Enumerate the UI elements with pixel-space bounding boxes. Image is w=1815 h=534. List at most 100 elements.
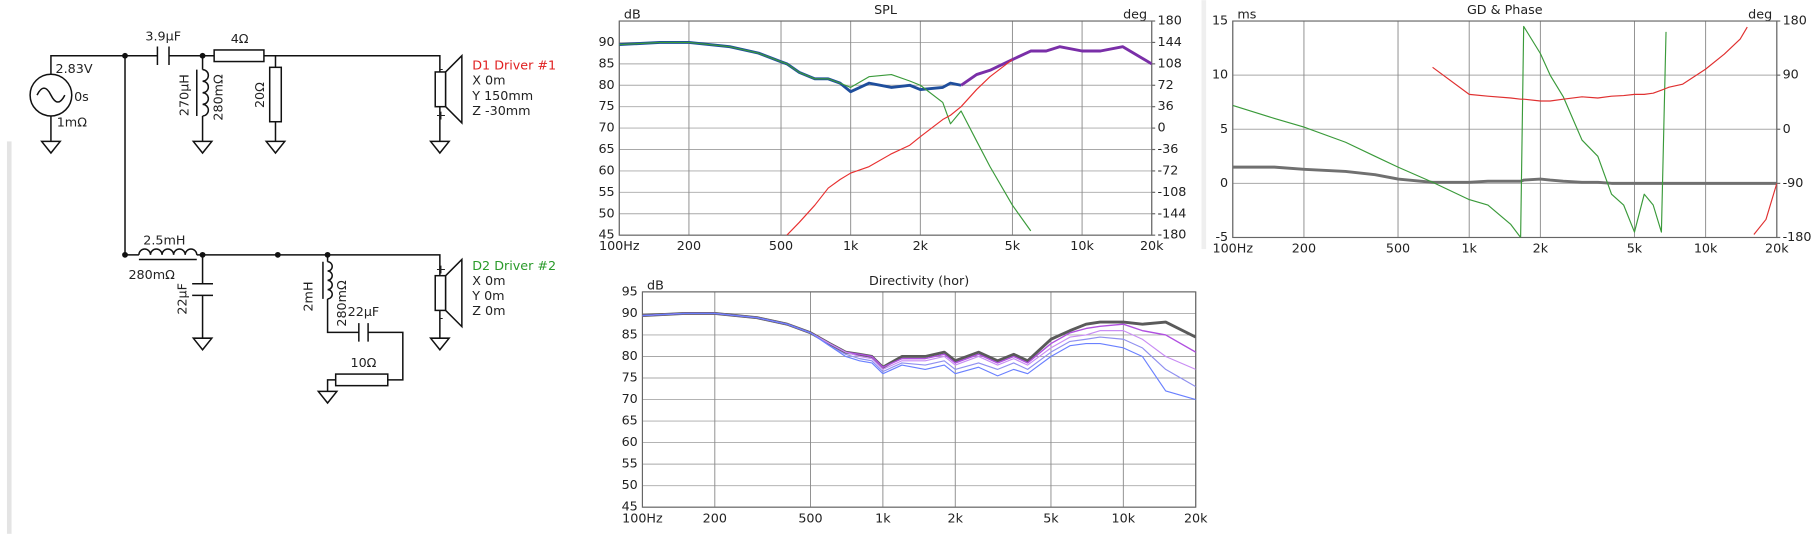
source-delay: 0s <box>74 90 89 105</box>
y-tick-label: 85 <box>598 56 614 71</box>
x-tick-label: 2k <box>1533 242 1549 257</box>
speaker-cone <box>444 53 463 125</box>
driver-z: Z 0m <box>472 304 505 319</box>
capacitor <box>358 323 369 342</box>
y2-tick-label: -90 <box>1783 176 1804 191</box>
y-tick-label: 80 <box>598 78 614 93</box>
y2-tick-label: 72 <box>1158 78 1174 93</box>
chart-title: Directivity (hor) <box>869 274 969 289</box>
x-tick-label: 20k <box>1765 242 1789 257</box>
x-tick-label: 2k <box>948 511 964 526</box>
y-tick-label: 5 <box>1220 122 1228 137</box>
chart-title: GD & Phase <box>1467 3 1543 18</box>
polarity: + <box>436 262 447 277</box>
y2-tick-label: -36 <box>1158 142 1179 157</box>
y2-tick-label: -180 <box>1783 230 1812 245</box>
y2-tick-label: 180 <box>1158 14 1182 29</box>
x-tick-label: 1k <box>843 239 859 254</box>
y2-tick-label: -144 <box>1158 206 1187 221</box>
x-tick-label: 10k <box>1070 239 1094 254</box>
polarity: + <box>436 108 447 123</box>
x-tick-label: 500 <box>798 511 822 526</box>
plot-frame <box>1232 20 1778 239</box>
series-line <box>619 41 1032 232</box>
schematic: 2.83V 0s 1mΩ 3.9µF 4Ω 270µH 280mΩ 20Ω 2.… <box>29 30 556 405</box>
x-tick-label: 100Hz <box>599 239 640 254</box>
driver-z: Z -30mm <box>472 104 530 119</box>
l3-resistance: 280mΩ <box>335 280 350 327</box>
driver-name: D2 Driver #2 <box>472 259 556 274</box>
capacitor <box>156 46 170 66</box>
l2-resistance: 280mΩ <box>128 268 175 283</box>
y2-axis-label: deg <box>1748 8 1772 23</box>
series-line <box>786 59 1013 236</box>
series-line <box>960 45 1152 87</box>
driver-x: X 0m <box>472 74 505 89</box>
y2-tick-label: -180 <box>1158 228 1187 243</box>
x-tick-label: 100Hz <box>622 511 663 526</box>
speaker <box>434 71 447 108</box>
chart: GD & Phase ms deg -5 0 5 10 15 -180 -90 0 90 180 100H… <box>1212 3 1812 256</box>
y-tick-label: 85 <box>622 327 638 342</box>
y-tick-label: 0 <box>1220 176 1228 191</box>
driver-x: X 0m <box>472 274 505 289</box>
inductor <box>322 261 333 300</box>
chart-title: SPL <box>874 3 898 18</box>
driver-y: Y 0m <box>471 289 504 304</box>
y-tick-label: 45 <box>622 500 638 515</box>
y-tick-label: 65 <box>598 142 614 157</box>
x-tick-label: 5k <box>1043 511 1059 526</box>
y-tick-label: 55 <box>598 185 614 200</box>
y-axis-label: ms <box>1237 8 1256 23</box>
y2-tick-label: -108 <box>1158 185 1187 200</box>
y-axis-label: dB <box>624 8 641 23</box>
x-tick-label: 20k <box>1140 239 1164 254</box>
r2-label: 20Ω <box>253 82 268 108</box>
c2-label: 22µF <box>175 283 190 315</box>
y-tick-label: 50 <box>598 206 614 221</box>
source-resistance: 1mΩ <box>57 115 87 130</box>
plot-frame <box>618 20 1153 236</box>
x-tick-label: 200 <box>1292 242 1316 257</box>
y2-tick-label: 0 <box>1158 121 1166 136</box>
y-tick-label: 10 <box>1212 68 1228 83</box>
junction <box>122 251 128 258</box>
x-tick-label: 5k <box>1627 242 1643 257</box>
panel-divider <box>6 141 12 534</box>
chart: SPL dB deg 45 50 55 60 65 70 75 80 85 90 -180 -144 -108… <box>598 3 1186 254</box>
y2-axis-label: deg <box>1123 8 1147 23</box>
series-line <box>1232 165 1777 185</box>
speaker-cone <box>444 257 463 329</box>
y2-tick-label: 0 <box>1783 122 1791 137</box>
l3-label: 2mH <box>302 281 317 311</box>
y2-tick-label: 144 <box>1158 35 1182 50</box>
series-line <box>642 312 1196 401</box>
y-axis-label: dB <box>647 279 664 294</box>
x-tick-label: 10k <box>1694 242 1718 257</box>
junction <box>199 52 206 59</box>
x-tick-label: 500 <box>769 239 793 254</box>
junction <box>199 251 206 258</box>
c1-label: 3.9µF <box>145 30 181 45</box>
resistor <box>268 66 283 123</box>
l2-label: 2.5mH <box>143 233 185 248</box>
y-tick-label: 80 <box>622 349 638 364</box>
y-tick-label: 60 <box>622 435 638 450</box>
l1-resistance: 280mΩ <box>211 74 226 121</box>
x-tick-label: 100Hz <box>1212 242 1253 257</box>
x-tick-label: 1k <box>1461 242 1477 257</box>
speaker <box>434 274 447 312</box>
series-line <box>1232 25 1667 238</box>
inductor <box>196 68 210 117</box>
y-tick-label: 70 <box>622 392 638 407</box>
y-tick-label: 15 <box>1212 14 1228 29</box>
chart: Directivity (hor) dB 45 50 55 60 65 70 75 80 85 90 9… <box>622 274 1209 526</box>
r1-label: 4Ω <box>231 32 249 47</box>
x-tick-label: 200 <box>703 511 727 526</box>
y-tick-label: 75 <box>598 99 614 114</box>
series-line <box>1432 26 1777 235</box>
y-tick-label: 90 <box>598 35 614 50</box>
c3-label: 22µF <box>348 305 380 320</box>
